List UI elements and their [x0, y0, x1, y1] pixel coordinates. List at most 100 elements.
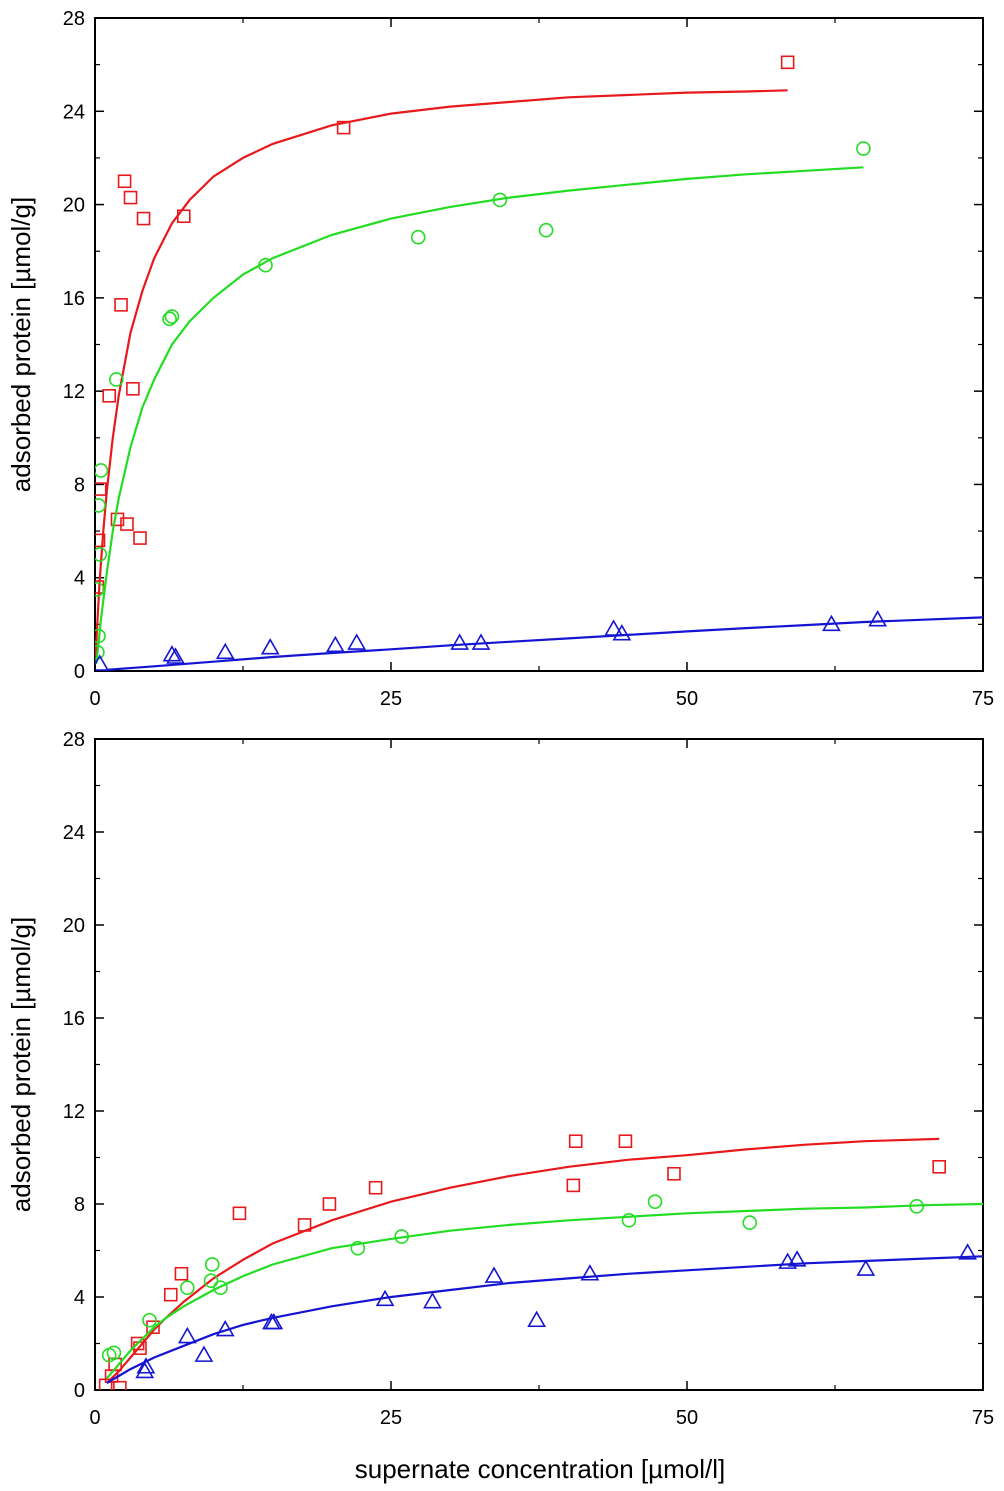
bottom-red-square-point: [232, 1206, 247, 1221]
top-green-circle-point: [258, 257, 273, 273]
bottom-red-square-point: [322, 1197, 337, 1211]
top-green-circle-point: [95, 582, 105, 597]
bottom-blue-triangle-point: [958, 1243, 977, 1260]
bottom-red-square-point: [618, 1134, 633, 1149]
top-blue-triangle-point: [612, 624, 632, 641]
bottom-blue-triangle-point: [787, 1250, 807, 1267]
top-blue-triangle-point: [471, 633, 491, 650]
top-blue-triangle-point: [166, 647, 185, 664]
top-blue-triangle-point: [215, 642, 235, 660]
top-green-circle-point: [109, 372, 124, 387]
top-red-square-point: [780, 55, 795, 70]
bottom-red-square-point: [667, 1166, 681, 1181]
top-red-square-point: [117, 174, 132, 189]
top-red-square-point: [120, 517, 134, 531]
bottom-red-square-point: [113, 1380, 127, 1390]
top-y-tick-label: 28: [63, 8, 85, 30]
bottom-green-circle-point: [203, 1273, 219, 1289]
top-plot-frame: [94, 17, 984, 672]
bottom-y-tick-label: 16: [63, 1008, 85, 1030]
bottom-green-circle-point: [621, 1212, 637, 1228]
bottom-blue-triangle-point: [375, 1289, 395, 1307]
bottom-plot-frame: [94, 738, 984, 1391]
top-blue-triangle-point: [325, 635, 345, 653]
top-green-circle-point: [856, 141, 871, 156]
bottom-red-square-point: [566, 1178, 581, 1193]
top-red-square-point: [123, 190, 138, 205]
top-y-axis-title: adsorbed protein [µmol/g]: [6, 197, 36, 492]
top-green-circle-point: [492, 192, 508, 208]
top-blue-triangle-point: [347, 633, 367, 650]
x-axis-title: supernate concentration [µmol/l]: [355, 1454, 726, 1484]
bottom-red-square-point: [146, 1320, 160, 1335]
bottom-green-circles-fit-line: [105, 1202, 983, 1380]
bottom-x-tick-label: 75: [972, 1407, 994, 1429]
bottom-blue-triangle-point: [484, 1266, 504, 1283]
bottom-red-square-point: [130, 1336, 145, 1351]
top-red-square-point: [95, 482, 107, 496]
top-red-square-point: [95, 533, 106, 548]
bottom-blue-triangle-point: [856, 1259, 876, 1276]
top-y-tick-label: 12: [63, 381, 85, 403]
top-x-tick-label: 50: [676, 688, 698, 710]
top-green-circle-point: [95, 547, 108, 562]
bottom-red-square-point: [174, 1266, 189, 1281]
bottom-blue-triangle-point: [264, 1312, 284, 1330]
bottom-red-square-point: [297, 1218, 312, 1232]
bottom-blue-triangle-point: [194, 1345, 214, 1362]
bottom-green-circle-point: [142, 1312, 157, 1328]
bottom-blue-triangle-point: [423, 1292, 442, 1309]
top-red-square-point: [336, 120, 351, 135]
top-red-square-point: [110, 512, 125, 527]
bottom-y-tick-label: 24: [63, 822, 85, 844]
top-y-tick-label: 4: [74, 568, 85, 590]
bottom-blue-triangle-point: [580, 1264, 600, 1281]
top-green-circle-point: [95, 498, 106, 513]
top-y-tick-label: 20: [63, 195, 85, 217]
bottom-green-circle-point: [742, 1215, 758, 1230]
bottom-red-square-point: [568, 1134, 583, 1149]
top-x-tick-label: 0: [89, 688, 100, 710]
top-red-square-point: [177, 209, 191, 224]
top-blue-triangle-point: [868, 610, 888, 627]
bottom-x-tick-label: 0: [89, 1407, 100, 1429]
top-x-tick-label: 25: [380, 688, 402, 710]
top-blue-triangle-point: [450, 633, 470, 650]
bottom-green-circle-point: [180, 1280, 195, 1295]
top-blue-triangle-point: [260, 638, 280, 655]
top-green-circle-point: [95, 628, 106, 644]
bottom-panel: 0 25 50 75 0 4 8 12 16 20 24 28 adsorbed protein [µm…: [6, 729, 994, 1429]
bottom-y-tick-label: 20: [63, 915, 85, 937]
bottom-y-tick-label: 0: [74, 1380, 85, 1402]
top-blue-triangles-fit-line: [106, 616, 983, 671]
bottom-green-circle-point: [213, 1280, 228, 1295]
top-panel: 0 25 50 75 0 4 8 12 16 20 24 28 adsorbed protein [µm…: [6, 8, 994, 710]
bottom-x-tick-label: 50: [676, 1407, 698, 1429]
top-y-tick-label: 8: [74, 474, 85, 496]
bottom-blue-triangle-point: [215, 1319, 235, 1337]
bottom-green-circle-point: [647, 1194, 663, 1209]
top-red-square-point: [126, 382, 140, 396]
bottom-blue-triangle-point: [177, 1326, 197, 1344]
top-blue-triangle-point: [162, 645, 182, 662]
top-plot-area: [95, 55, 983, 671]
bottom-y-tick-label: 8: [74, 1194, 85, 1216]
top-red-square-point: [114, 298, 128, 312]
top-blue-triangle-point: [95, 654, 110, 671]
top-green-circle-point: [164, 309, 180, 324]
bottom-y-tick-label: 12: [63, 1101, 85, 1123]
top-y-tick-label: 24: [63, 101, 85, 123]
top-red-square-point: [133, 531, 147, 545]
top-green-circles-fit-line: [95, 166, 864, 665]
bottom-y-tick-label: 4: [74, 1287, 85, 1309]
top-x-tick-label: 75: [972, 688, 994, 710]
bottom-green-circle-point: [394, 1229, 409, 1244]
bottom-blue-triangle-point: [527, 1310, 547, 1328]
bottom-red-square-point: [368, 1180, 383, 1195]
top-blue-triangle-point: [604, 619, 623, 636]
bottom-red-square-point: [163, 1287, 178, 1302]
top-green-circle-point: [538, 222, 554, 238]
top-green-circle-point: [410, 229, 426, 245]
bottom-green-circle-point: [106, 1345, 122, 1361]
